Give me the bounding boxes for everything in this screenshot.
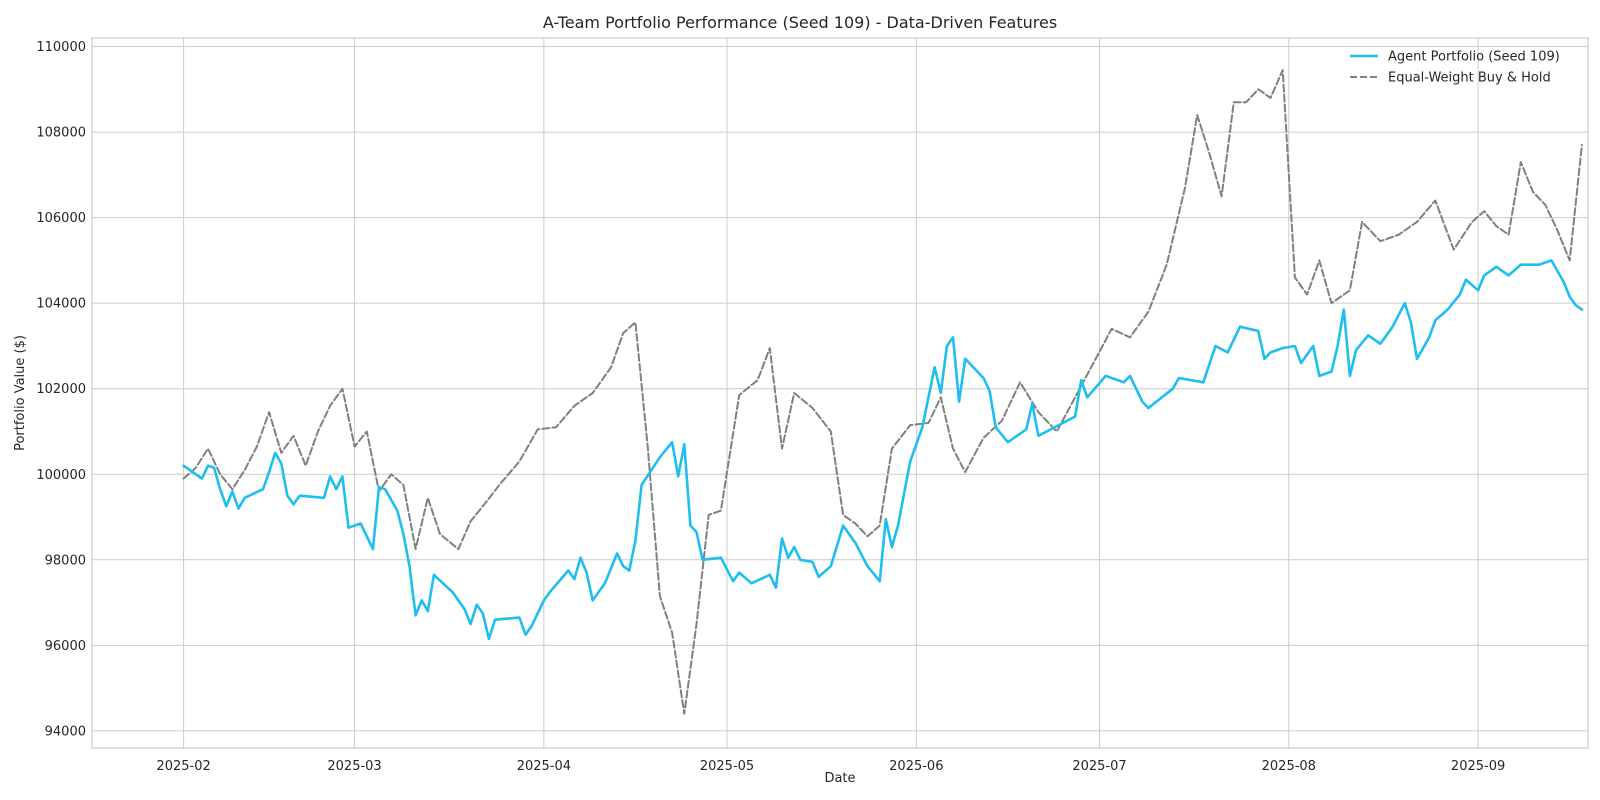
plot-background bbox=[92, 38, 1588, 748]
chart-title: A-Team Portfolio Performance (Seed 109) … bbox=[543, 13, 1057, 32]
grid bbox=[92, 38, 1588, 748]
x-axis-ticks: 2025-02 2025-03 2025-04 2025-05 2025-06 2025-… bbox=[156, 759, 1505, 774]
y-tick-label: 96000 bbox=[45, 639, 86, 654]
y-tick-label: 98000 bbox=[45, 553, 86, 568]
x-tick-label: 2025-08 bbox=[1262, 759, 1316, 774]
x-axis-label: Date bbox=[824, 771, 855, 786]
x-tick-label: 2025-02 bbox=[156, 759, 210, 774]
y-axis-ticks: 94000 96000 98000 100000 102000 104000 106000 1… bbox=[36, 40, 86, 739]
y-tick-label: 110000 bbox=[36, 40, 86, 55]
x-tick-label: 2025-03 bbox=[327, 759, 381, 774]
y-tick-label: 106000 bbox=[36, 211, 86, 226]
x-tick-label: 2025-06 bbox=[889, 759, 943, 774]
x-tick-label: 2025-09 bbox=[1451, 759, 1505, 774]
y-tick-label: 104000 bbox=[36, 297, 86, 312]
y-tick-label: 108000 bbox=[36, 126, 86, 141]
x-tick-label: 2025-05 bbox=[700, 759, 754, 774]
y-axis-label: Portfolio Value ($) bbox=[13, 335, 28, 451]
y-tick-label: 102000 bbox=[36, 382, 86, 397]
series-layer bbox=[182, 69, 1584, 715]
benchmark-series-line bbox=[182, 69, 1583, 715]
plot-frame bbox=[91, 37, 1589, 749]
legend-label: Agent Portfolio (Seed 109) bbox=[1388, 50, 1560, 65]
legend: Agent Portfolio (Seed 109) Equal-Weight B… bbox=[1350, 50, 1560, 86]
legend-label: Equal-Weight Buy & Hold bbox=[1388, 71, 1551, 86]
x-tick-label: 2025-04 bbox=[517, 759, 571, 774]
y-tick-label: 100000 bbox=[36, 468, 86, 483]
agent-series-line bbox=[182, 259, 1584, 641]
y-tick-label: 94000 bbox=[45, 724, 86, 739]
x-tick-label: 2025-07 bbox=[1072, 759, 1126, 774]
